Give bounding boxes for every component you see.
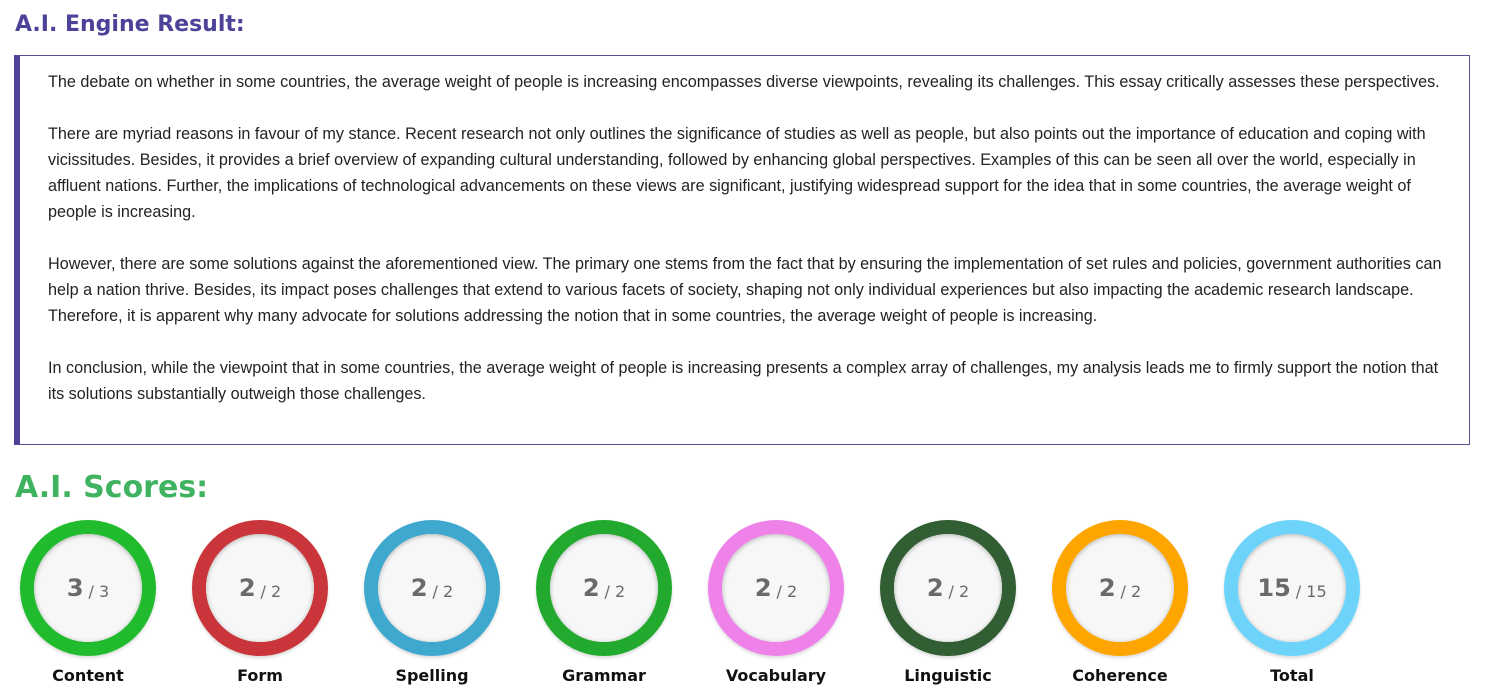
score-value-display: 2 / 2 [378,534,486,642]
score-value: 3 [66,574,84,602]
score-value-display: 2 / 2 [550,534,658,642]
score-content: 3 / 3 Content [20,520,156,685]
score-value-display: 2 / 2 [722,534,830,642]
score-form: 2 / 2 Form [192,520,328,685]
essay-paragraph: The debate on whether in some countries,… [48,73,1440,91]
score-max: / 2 [260,581,282,601]
score-coherence: 2 / 2 Coherence [1052,520,1188,685]
score-vocabulary: 2 / 2 Vocabulary [708,520,844,685]
score-max: / 3 [88,581,110,601]
score-label: Spelling [395,666,469,685]
score-grammar: 2 / 2 Grammar [536,520,672,685]
score-ring: 3 / 3 [20,520,156,656]
score-ring: 2 / 2 [708,520,844,656]
score-value: 2 [582,574,600,602]
score-label: Total [1270,666,1314,685]
score-value: 2 [926,574,944,602]
score-max: / 2 [432,581,454,601]
score-max: / 2 [948,581,970,601]
essay-paragraph: However, there are some solutions agains… [48,255,1442,325]
score-value: 15 [1257,574,1291,602]
score-ring: 2 / 2 [880,520,1016,656]
score-max: / 2 [604,581,626,601]
score-ring: 2 / 2 [192,520,328,656]
score-ring: 2 / 2 [1052,520,1188,656]
score-label: Grammar [562,666,646,685]
score-label: Linguistic [904,666,992,685]
score-value-display: 2 / 2 [894,534,1002,642]
score-value: 2 [754,574,772,602]
essay-paragraph: In conclusion, while the viewpoint that … [48,359,1439,403]
score-ring: 2 / 2 [364,520,500,656]
score-value: 2 [238,574,256,602]
engine-result-title: A.I. Engine Result: [15,12,245,37]
score-value-display: 15 / 15 [1238,534,1346,642]
score-value: 2 [1098,574,1116,602]
score-total: 15 / 15 Total [1224,520,1360,685]
essay-paragraph: There are myriad reasons in favour of my… [48,125,1426,221]
score-value-display: 3 / 3 [34,534,142,642]
score-max: / 2 [776,581,798,601]
score-ring: 2 / 2 [536,520,672,656]
score-label: Vocabulary [725,666,827,685]
score-value-display: 2 / 2 [1066,534,1174,642]
score-max: / 2 [1120,581,1142,601]
score-label: Content [52,666,124,685]
score-value-display: 2 / 2 [206,534,314,642]
score-label: Form [237,666,283,685]
essay-text-box: The debate on whether in some countries,… [14,55,1470,445]
score-value: 2 [410,574,428,602]
score-ring: 15 / 15 [1224,520,1360,656]
score-max: / 15 [1295,581,1327,601]
score-spelling: 2 / 2 Spelling [364,520,500,685]
score-linguistic: 2 / 2 Linguistic [880,520,1016,685]
score-label: Coherence [1072,666,1168,685]
scores-title: A.I. Scores: [15,470,209,505]
